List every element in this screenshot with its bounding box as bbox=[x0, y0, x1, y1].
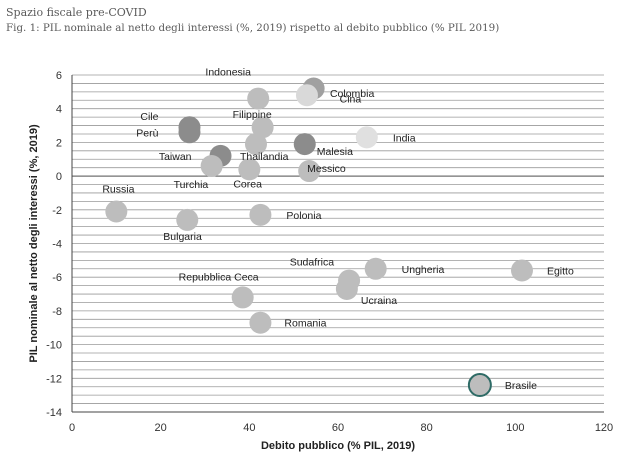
data-point-filippine bbox=[251, 116, 274, 139]
x-tick-label: 100 bbox=[506, 422, 524, 434]
data-point-turchia bbox=[200, 154, 223, 177]
data-point-corea bbox=[238, 158, 261, 181]
y-tick-label: -6 bbox=[52, 272, 62, 284]
data-point-egitto bbox=[510, 259, 533, 282]
data-point-india bbox=[355, 126, 378, 149]
axes bbox=[71, 75, 604, 413]
y-tick-label: 6 bbox=[56, 70, 62, 82]
point-label: Egitto bbox=[547, 265, 574, 277]
data-point-romania bbox=[249, 311, 272, 334]
page-title: Spazio fiscale pre-COVID bbox=[6, 6, 147, 19]
x-tick-label: 60 bbox=[332, 422, 344, 434]
point-label: Romania bbox=[284, 318, 326, 330]
y-tick-label: -10 bbox=[46, 340, 62, 352]
y-tick-label: -2 bbox=[52, 205, 62, 217]
point-label: Repubblica Ceca bbox=[179, 271, 259, 283]
point-label: Sudafrica bbox=[290, 257, 335, 269]
point-label: Brasile bbox=[505, 380, 537, 392]
y-tick-labels: 6 4 2 0 -2 -4 -6 -8 -10 -12 -14 bbox=[46, 70, 62, 419]
gridlines bbox=[72, 74, 604, 413]
point-label: Filippine bbox=[233, 109, 272, 121]
data-point-polonia bbox=[249, 203, 272, 226]
y-tick-label: -8 bbox=[52, 306, 62, 318]
figure-caption: Fig. 1: PIL nominale al netto degli inte… bbox=[6, 22, 500, 34]
data-point-malesia bbox=[293, 133, 316, 156]
data-point-colombia bbox=[295, 84, 318, 107]
y-tick-label: -12 bbox=[46, 373, 62, 385]
y-tick-label: -14 bbox=[46, 407, 62, 419]
x-tick-label: 40 bbox=[243, 422, 255, 434]
data-points bbox=[105, 77, 533, 398]
y-tick-label: 4 bbox=[56, 104, 62, 116]
point-label: Russia bbox=[102, 183, 134, 195]
point-label: Bulgaria bbox=[163, 231, 202, 243]
point-label: Indonesia bbox=[205, 67, 251, 79]
point-label: Perù bbox=[136, 127, 158, 139]
data-point-thailandia bbox=[244, 133, 267, 156]
point-label: Colombia bbox=[330, 88, 375, 100]
data-point-indonesia bbox=[247, 87, 270, 110]
point-label: Malesia bbox=[317, 146, 353, 158]
point-label: Taiwan bbox=[159, 151, 192, 163]
point-label: Polonia bbox=[286, 210, 321, 222]
data-point-messico bbox=[298, 160, 321, 183]
x-tick-labels: 0 20 40 60 80 100 120 bbox=[69, 422, 613, 434]
y-tick-label: 2 bbox=[56, 137, 62, 149]
data-point-ungheria bbox=[364, 257, 387, 280]
data-point-per- bbox=[178, 121, 201, 144]
y-tick-label: 0 bbox=[56, 171, 62, 183]
data-point-repubblica-ceca bbox=[231, 286, 254, 309]
x-axis-title: Debito pubblico (% PIL, 2019) bbox=[261, 440, 415, 452]
x-tick-label: 120 bbox=[595, 422, 613, 434]
data-point-ucraina bbox=[335, 277, 358, 300]
y-axis-title: PIL nominale al netto degli interessi (%… bbox=[28, 124, 40, 363]
point-label: Turchia bbox=[174, 179, 209, 191]
y-tick-label: -4 bbox=[52, 239, 62, 251]
data-point-brasile bbox=[467, 373, 492, 398]
point-label: Messico bbox=[307, 163, 346, 175]
x-tick-label: 80 bbox=[421, 422, 433, 434]
point-label: Ucraina bbox=[361, 295, 397, 307]
point-label: Corea bbox=[233, 178, 262, 190]
data-point-russia bbox=[105, 200, 128, 223]
x-tick-label: 0 bbox=[69, 422, 75, 434]
x-tick-label: 20 bbox=[155, 422, 167, 434]
point-label: Ungheria bbox=[402, 264, 445, 276]
data-point-bulgaria bbox=[176, 208, 199, 231]
point-label: Cile bbox=[140, 111, 158, 123]
point-label: India bbox=[393, 132, 416, 144]
point-label: Cina bbox=[340, 93, 362, 105]
point-label: Thailandia bbox=[240, 151, 289, 163]
